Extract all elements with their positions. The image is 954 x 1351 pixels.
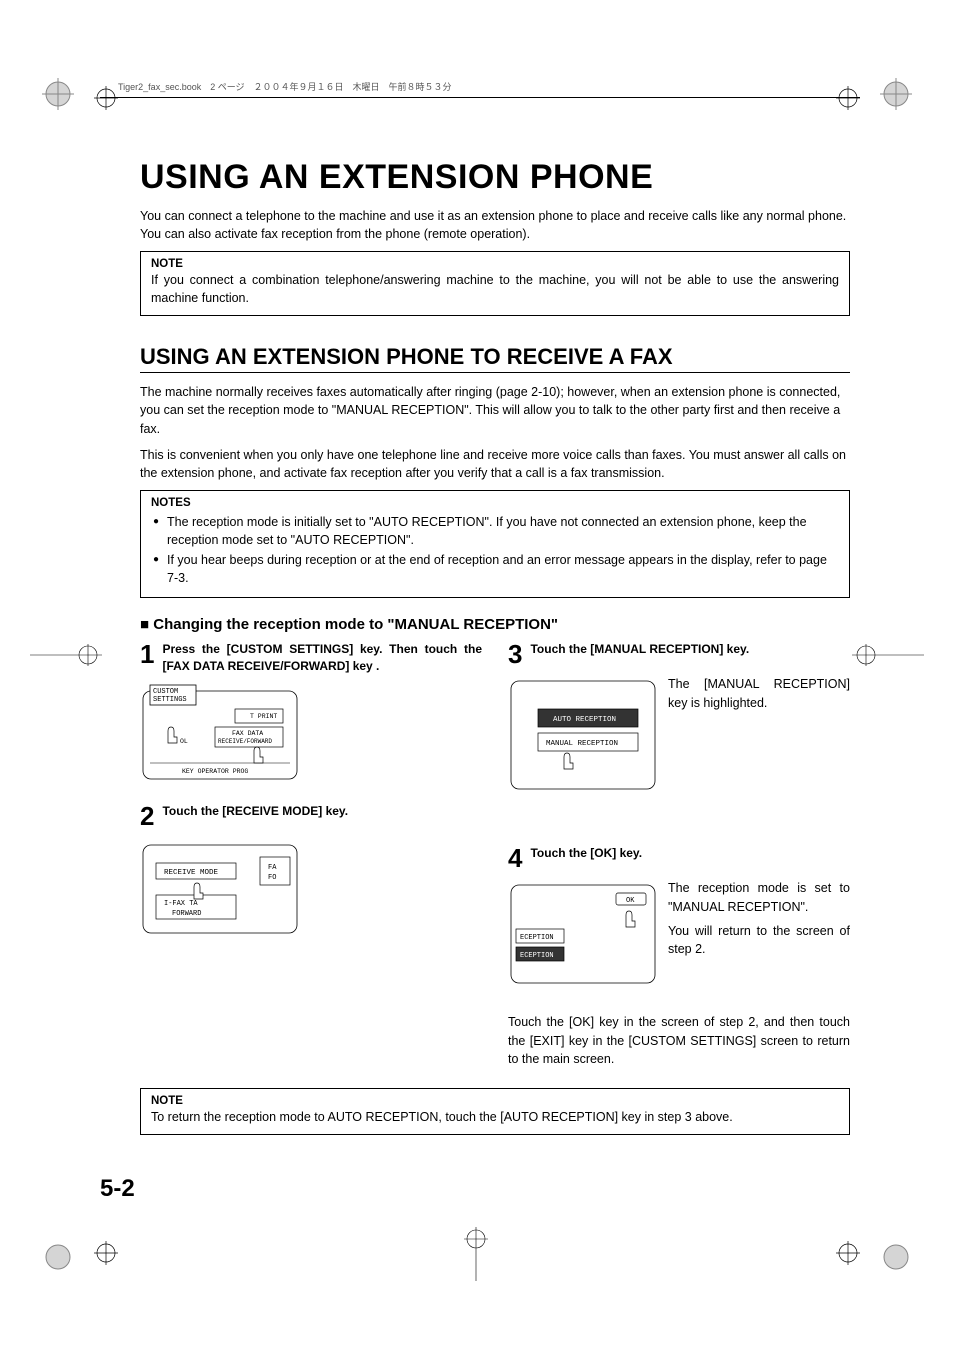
step-number: 4 <box>508 845 522 871</box>
note-body: To return the reception mode to AUTO REC… <box>151 1109 839 1127</box>
step-number: 2 <box>140 803 154 829</box>
label-ifax: I-FAX TA <box>164 900 198 908</box>
svg-text:RECEIVE/FORWARD: RECEIVE/FORWARD <box>218 738 272 745</box>
step-text: Press the [CUSTOM SETTINGS] key. Then to… <box>162 641 482 675</box>
step-4: 4 Touch the [OK] key. <box>508 845 850 871</box>
page-number: 5-2 <box>100 1175 135 1203</box>
label-fax-data: FAX DATA <box>232 730 263 737</box>
step-number: 3 <box>508 641 522 667</box>
notes-item: The reception mode is initially set to "… <box>153 513 839 549</box>
step-4-desc-1: The reception mode is set to "MANUAL REC… <box>668 879 850 915</box>
step-4-desc-3: Touch the [OK] key in the screen of step… <box>508 1013 850 1067</box>
note-label: NOTE <box>151 1095 839 1107</box>
header-rule <box>100 97 860 98</box>
crop-mark-br2 <box>830 1235 860 1265</box>
page-content: Tiger2_fax_sec.book 2 ページ ２００４年９月１６日 木曜日… <box>100 80 860 1163</box>
label-ol: OL <box>180 738 188 745</box>
crop-mark-mr <box>852 640 924 670</box>
crop-mark-ml <box>30 640 102 670</box>
header-fileinfo: Tiger2_fax_sec.book 2 ページ ２００４年９月１６日 木曜日… <box>118 80 860 93</box>
label-reception-1: ECEPTION <box>520 934 554 942</box>
note-box-1: NOTE If you connect a combination teleph… <box>140 251 850 316</box>
note-body: If you connect a combination telephone/a… <box>151 272 839 307</box>
label-key-operator: KEY OPERATOR PROG <box>182 768 248 775</box>
right-column: 3 Touch the [MANUAL RECEPTION] key. AUTO… <box>508 641 850 1067</box>
note-label: NOTE <box>151 258 839 270</box>
body-paragraph-2: This is convenient when you only have on… <box>140 446 850 482</box>
step-text: Touch the [OK] key. <box>530 845 850 871</box>
left-column: 1 Press the [CUSTOM SETTINGS] key. Then … <box>140 641 482 1067</box>
svg-text:SETTINGS: SETTINGS <box>153 696 187 704</box>
crop-mark-tr <box>866 78 912 124</box>
notes-label: NOTES <box>151 497 839 509</box>
label-auto-reception: AUTO RECEPTION <box>553 716 616 724</box>
note-box-2: NOTE To return the reception mode to AUT… <box>140 1088 850 1136</box>
label-receive-mode: RECEIVE MODE <box>164 869 219 877</box>
intro-paragraph: You can connect a telephone to the machi… <box>140 207 850 243</box>
crop-mark-bl <box>42 1227 88 1273</box>
label-fa: FA <box>268 864 277 872</box>
label-t-print: T PRINT <box>250 713 277 720</box>
illustration-step-3: AUTO RECEPTION MANUAL RECEPTION <box>508 675 658 795</box>
step-2: 2 Touch the [RECEIVE MODE] key. <box>140 803 482 829</box>
step-1: 1 Press the [CUSTOM SETTINGS] key. Then … <box>140 641 482 675</box>
main-title: USING AN EXTENSION PHONE <box>140 158 860 197</box>
label-manual-reception: MANUAL RECEPTION <box>546 740 618 748</box>
crop-mark-br <box>866 1227 912 1273</box>
notes-box: NOTES The reception mode is initially se… <box>140 490 850 599</box>
label-custom-settings: CUSTOM <box>153 688 178 696</box>
step-4-desc-2: You will return to the screen of step 2. <box>668 922 850 958</box>
illustration-step-2: RECEIVE MODE FA FO I-FAX TA FORWARD <box>140 839 482 939</box>
label-reception-2: ECEPTION <box>520 952 554 960</box>
sub-section-title: Changing the reception mode to "MANUAL R… <box>140 616 860 633</box>
crop-mark-bc <box>440 1221 512 1281</box>
step-number: 1 <box>140 641 154 675</box>
section-title: USING AN EXTENSION PHONE TO RECEIVE A FA… <box>140 344 850 373</box>
svg-text:FORWARD: FORWARD <box>172 910 201 918</box>
step-3-desc: The [MANUAL RECEPTION] key is highlighte… <box>668 675 850 711</box>
svg-text:FO: FO <box>268 874 276 882</box>
notes-item: If you hear beeps during reception or at… <box>153 551 839 587</box>
step-text: Touch the [RECEIVE MODE] key. <box>162 803 482 829</box>
illustration-step-1: CUSTOM SETTINGS T PRINT FAX DATA RECEIVE… <box>140 683 482 783</box>
body-paragraph-1: The machine normally receives faxes auto… <box>140 383 850 437</box>
crop-mark-tl <box>42 78 88 124</box>
step-text: Touch the [MANUAL RECEPTION] key. <box>530 641 850 667</box>
crop-mark-bl2 <box>94 1235 124 1265</box>
step-3: 3 Touch the [MANUAL RECEPTION] key. <box>508 641 850 667</box>
label-ok: OK <box>626 897 635 905</box>
illustration-step-4: OK ECEPTION ECEPTION <box>508 879 658 989</box>
